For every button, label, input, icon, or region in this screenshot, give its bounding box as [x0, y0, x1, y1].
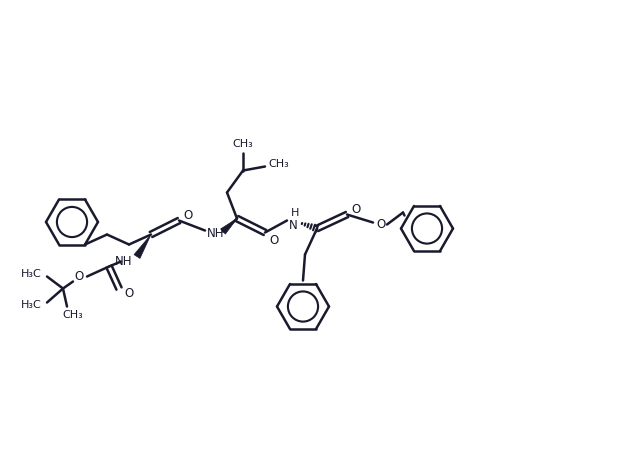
Text: CH₃: CH₃: [269, 158, 289, 169]
Text: O: O: [124, 287, 134, 300]
Polygon shape: [134, 235, 151, 258]
Text: N: N: [289, 219, 298, 232]
Text: CH₃: CH₃: [232, 139, 253, 149]
Text: O: O: [74, 270, 84, 283]
Text: H₃C: H₃C: [20, 268, 42, 279]
Text: O: O: [269, 234, 278, 247]
Text: NH: NH: [115, 255, 132, 268]
Text: O: O: [351, 203, 360, 216]
Text: CH₃: CH₃: [63, 310, 83, 320]
Text: H: H: [291, 208, 299, 218]
Text: O: O: [184, 209, 193, 222]
Polygon shape: [221, 219, 237, 234]
Text: H₃C: H₃C: [20, 299, 42, 310]
Text: NH: NH: [207, 227, 225, 240]
Text: O: O: [376, 218, 386, 231]
